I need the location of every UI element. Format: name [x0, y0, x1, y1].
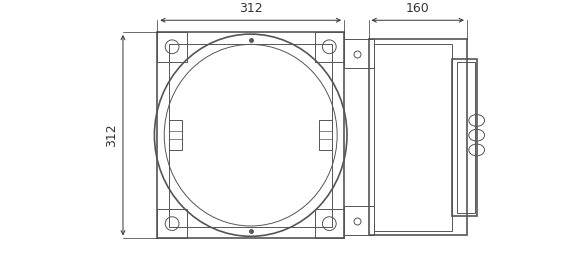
- Text: 312: 312: [239, 2, 263, 15]
- Text: 312: 312: [105, 123, 118, 147]
- Text: 160: 160: [406, 2, 430, 15]
